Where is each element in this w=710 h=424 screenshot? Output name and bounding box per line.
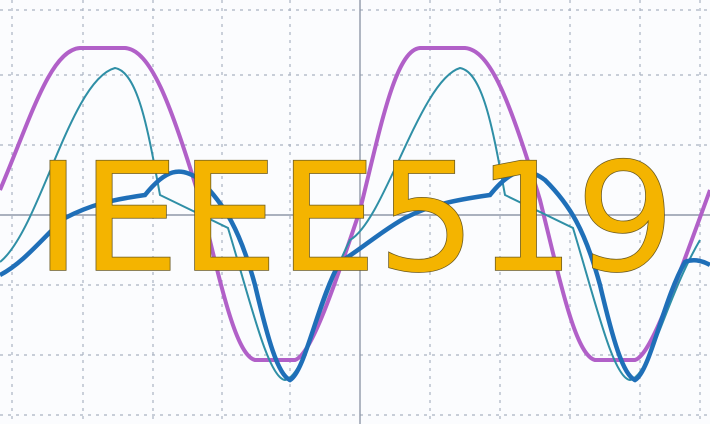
scope-image: IEEE519	[0, 0, 710, 424]
overlay-title: IEEE519	[35, 132, 675, 306]
